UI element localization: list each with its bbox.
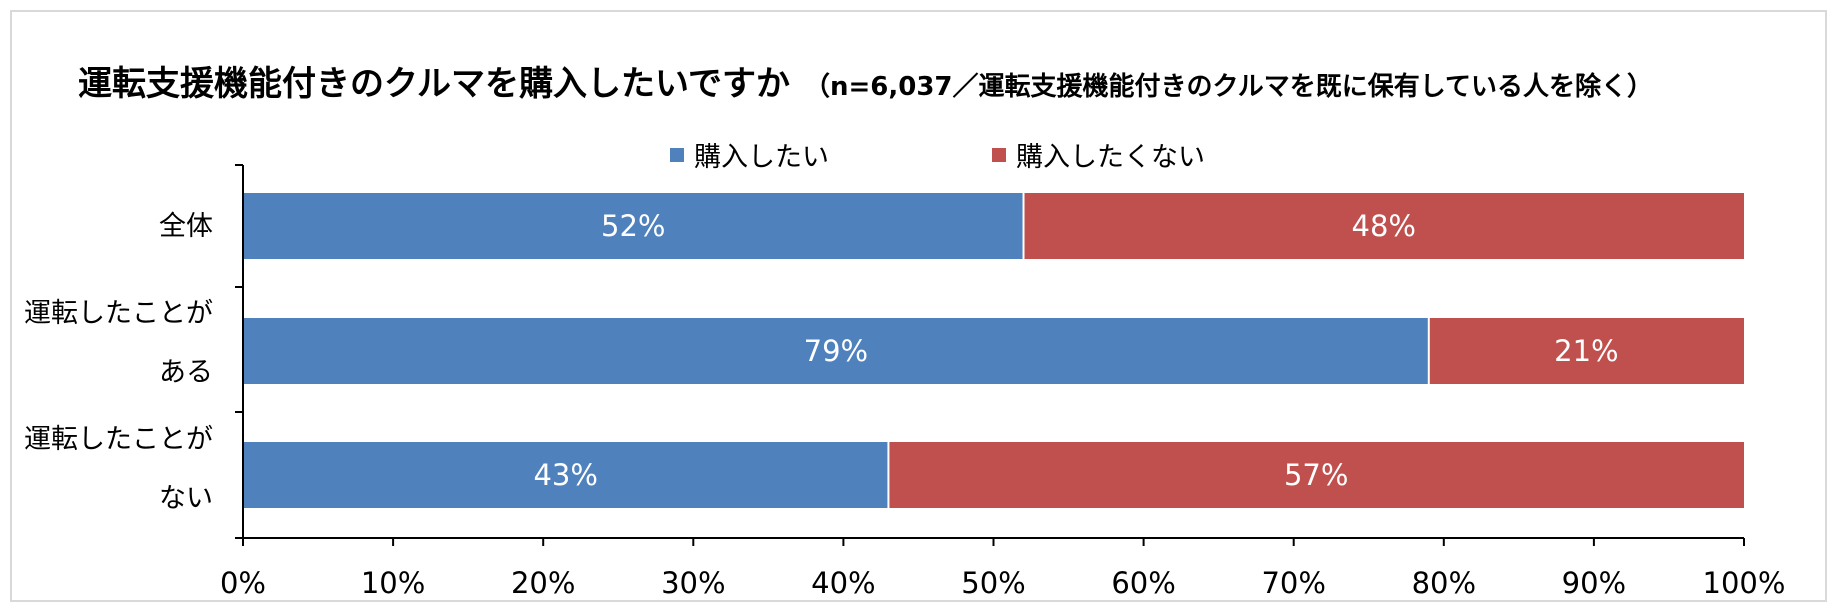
x-tick-label-9: 80% bbox=[1412, 566, 1476, 600]
data-label-1-1: 52% bbox=[601, 209, 665, 243]
legend-swatch-1 bbox=[670, 148, 684, 162]
x-tick-label-1: 0% bbox=[220, 566, 266, 600]
title-subtitle: （n=6,037／運転支援機能付きのクルマを既に保有している人を除く） bbox=[803, 72, 1653, 102]
x-tick-label-8: 70% bbox=[1261, 566, 1325, 600]
title-main: 運転支援機能付きのクルマを購入したいですか bbox=[78, 64, 790, 104]
x-tick-label-11: 100% bbox=[1703, 566, 1786, 600]
category-label-3-1: 運転したことが bbox=[24, 424, 213, 455]
bar-2-1 bbox=[1023, 193, 1744, 259]
chart-title: 運転支援機能付きのクルマを購入したいですか （n=6,037／運転支援機能付きのク… bbox=[78, 56, 1653, 105]
data-label-1-3: 43% bbox=[533, 458, 597, 492]
x-tick-label-6: 50% bbox=[961, 566, 1025, 600]
bar-1-2 bbox=[243, 318, 1429, 384]
x-tick-label-10: 90% bbox=[1562, 566, 1626, 600]
bar-1-3 bbox=[243, 442, 889, 508]
data-label-2-1: 48% bbox=[1352, 209, 1416, 243]
bar-2-2 bbox=[1428, 318, 1744, 384]
legend-label-1: 購入したい bbox=[694, 142, 829, 173]
x-tick-label-5: 40% bbox=[811, 566, 875, 600]
bar-2-3 bbox=[888, 442, 1744, 508]
x-tick-label-2: 10% bbox=[361, 566, 425, 600]
legend-label-2: 購入したくない bbox=[1016, 142, 1205, 173]
category-label-2-1: 運転したことが bbox=[24, 298, 213, 329]
data-label-1-2: 79% bbox=[804, 334, 868, 368]
category-label-1-1: 全体 bbox=[159, 211, 213, 242]
category-label-2-2: ある bbox=[159, 357, 213, 388]
data-label-2-2: 21% bbox=[1554, 334, 1618, 368]
category-label-3-2: ない bbox=[159, 483, 213, 514]
bar-1-1 bbox=[243, 193, 1024, 259]
legend-swatch-2 bbox=[992, 148, 1006, 162]
x-tick-label-7: 60% bbox=[1111, 566, 1175, 600]
x-tick-label-3: 20% bbox=[511, 566, 575, 600]
data-label-2-3: 57% bbox=[1284, 458, 1348, 492]
x-tick-label-4: 30% bbox=[661, 566, 725, 600]
